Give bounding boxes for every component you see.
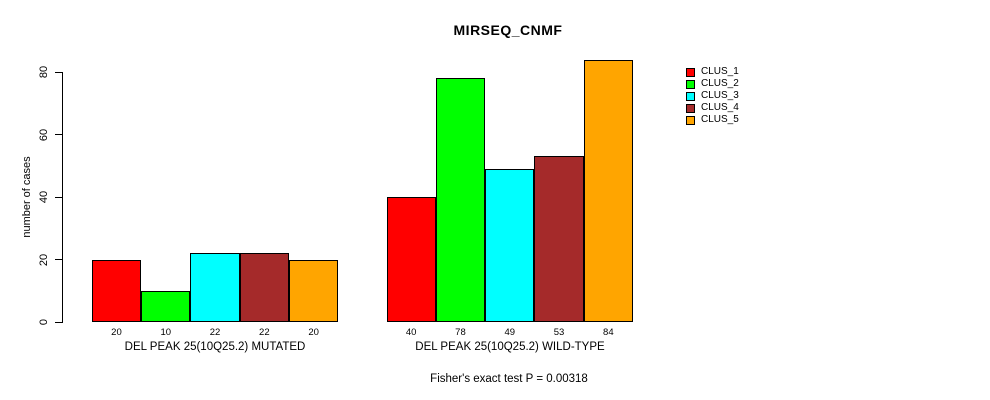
legend-swatch xyxy=(686,115,695,125)
legend-swatch xyxy=(686,67,695,77)
legend-label: CLUS_1 xyxy=(701,66,739,77)
bar-clus_5 xyxy=(583,59,633,322)
group-label-mutated: DEL PEAK 25(10Q25.2) MUTATED xyxy=(124,341,306,353)
bar-clus_4 xyxy=(534,156,584,322)
legend-row: CLUS_1 xyxy=(686,66,739,78)
legend-row: CLUS_3 xyxy=(686,90,739,102)
bar-value-label: 22 xyxy=(209,327,221,338)
y-axis-label: number of cases xyxy=(21,156,33,238)
bar-clus_4 xyxy=(239,253,289,322)
y-tick xyxy=(55,259,62,260)
y-tick-label: 20 xyxy=(38,253,50,266)
bar-clus_2 xyxy=(141,290,191,322)
legend-swatch xyxy=(686,91,695,101)
legend-swatch xyxy=(686,103,695,113)
legend-label: CLUS_2 xyxy=(701,78,739,89)
chart-title: MIRSEQ_CNMF xyxy=(453,22,563,38)
bar-value-label: 53 xyxy=(553,327,565,338)
bar-clus_1 xyxy=(91,259,142,322)
bar-clus_1 xyxy=(386,197,436,322)
bar-value-label: 84 xyxy=(603,327,614,338)
y-tick-label: 80 xyxy=(38,65,50,79)
y-tick xyxy=(55,134,62,135)
bar-clus_3 xyxy=(190,253,240,322)
legend-row: CLUS_4 xyxy=(686,102,739,114)
y-tick-label: 0 xyxy=(38,318,50,326)
legend-label: CLUS_3 xyxy=(701,90,739,101)
y-tick-label: 40 xyxy=(38,190,50,204)
bar-value-label: 10 xyxy=(160,327,172,338)
legend-label: CLUS_4 xyxy=(701,102,739,113)
bar-value-label: 20 xyxy=(111,327,122,338)
bar-value-label: 22 xyxy=(259,327,270,338)
bar-clus_5 xyxy=(289,259,339,322)
y-tick xyxy=(55,196,62,198)
bar-value-label: 78 xyxy=(455,327,466,338)
y-tick-label: 60 xyxy=(38,128,50,141)
y-tick xyxy=(55,321,62,323)
bar-clus_3 xyxy=(485,168,535,322)
legend-row: CLUS_2 xyxy=(686,78,739,90)
y-tick xyxy=(55,71,62,73)
legend-row: CLUS_5 xyxy=(686,114,739,126)
bar-value-label: 49 xyxy=(504,327,516,338)
legend-label: CLUS_5 xyxy=(701,114,739,125)
legend-swatch xyxy=(686,79,695,89)
group-label-wildtype: DEL PEAK 25(10Q25.2) WILD-TYPE xyxy=(415,341,605,353)
bar-value-label: 40 xyxy=(405,327,417,338)
fisher-test-annotation: Fisher's exact test P = 0.00318 xyxy=(430,373,588,385)
y-axis-line xyxy=(62,72,63,323)
bar-clus_2 xyxy=(435,78,486,322)
legend: CLUS_1 CLUS_2 CLUS_3 CLUS_4 CLUS_5 xyxy=(686,66,739,126)
bar-value-label: 20 xyxy=(308,327,319,338)
